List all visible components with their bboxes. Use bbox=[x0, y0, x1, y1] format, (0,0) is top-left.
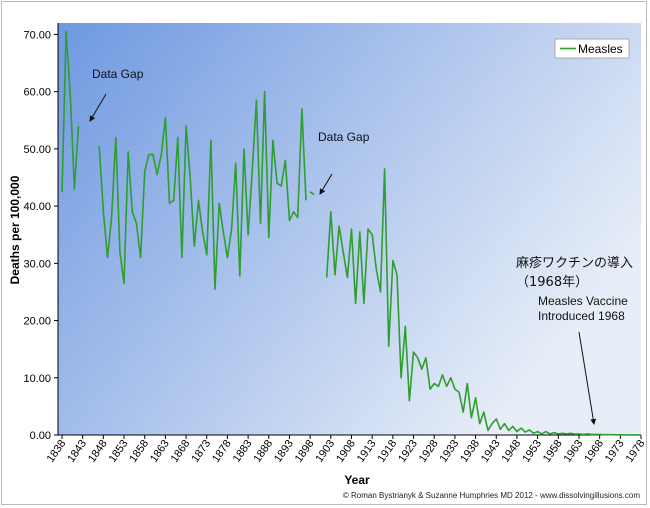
y-tick-label: 0.00 bbox=[30, 430, 51, 442]
annotation-data-gap-2: Data Gap bbox=[318, 130, 370, 195]
x-tick-label: 1918 bbox=[375, 438, 399, 465]
x-tick-label: 1913 bbox=[355, 438, 379, 465]
x-tick-label: 1853 bbox=[107, 438, 131, 465]
x-tick-label: 1843 bbox=[65, 438, 89, 465]
x-tick-label: 1903 bbox=[313, 438, 337, 465]
annotation-vaccine: 麻疹ワクチンの導入 （1968年） Measles Vaccine Introd… bbox=[516, 255, 633, 425]
x-tick-label: 1973 bbox=[603, 438, 627, 465]
x-tick-label: 1938 bbox=[458, 438, 482, 465]
x-tick-label: 1883 bbox=[231, 438, 255, 465]
plot-area bbox=[58, 23, 641, 435]
x-tick-labels: 1838184318481853185818631868187318781883… bbox=[45, 435, 648, 465]
x-tick-label: 1963 bbox=[562, 438, 586, 465]
y-tick-label: 50.00 bbox=[23, 144, 51, 156]
y-tick-label: 40.00 bbox=[23, 201, 51, 213]
x-tick-label: 1958 bbox=[541, 438, 565, 465]
vaccine-jp-line1: 麻疹ワクチンの導入 bbox=[516, 255, 633, 271]
y-tick-labels: 0.00 10.00 20.00 30.00 40.00 50.00 60.00 70.00 bbox=[23, 29, 58, 442]
x-tick-label: 1978 bbox=[624, 438, 648, 465]
data-gap-1-label: Data Gap bbox=[92, 67, 144, 81]
x-tick-label: 1848 bbox=[86, 438, 110, 465]
x-tick-label: 1933 bbox=[437, 438, 461, 465]
x-tick-label: 1943 bbox=[479, 438, 503, 465]
x-tick-label: 1893 bbox=[272, 438, 296, 465]
data-gap-2-label: Data Gap bbox=[318, 130, 370, 144]
x-tick-label: 1928 bbox=[417, 438, 441, 465]
x-tick-label: 1953 bbox=[520, 438, 544, 465]
legend: Measles bbox=[554, 38, 630, 59]
data-gap-1-arrow bbox=[89, 93, 107, 122]
annotation-data-gap-1: Data Gap bbox=[89, 67, 144, 122]
series-measles bbox=[61, 30, 641, 436]
legend-label-measles: Measles bbox=[578, 42, 623, 56]
x-tick-label: 1923 bbox=[396, 438, 420, 465]
legend-box bbox=[554, 38, 630, 59]
vaccine-jp-line2: （1968年） bbox=[516, 275, 588, 290]
x-tick-label: 1968 bbox=[582, 438, 606, 465]
vaccine-en-line2: Introduced 1968 bbox=[538, 309, 625, 323]
x-tick-label: 1888 bbox=[251, 438, 275, 465]
vaccine-en-line1: Measles Vaccine bbox=[538, 294, 628, 308]
y-tick-label: 70.00 bbox=[23, 29, 51, 41]
x-tick-label: 1878 bbox=[210, 438, 234, 465]
x-tick-label: 1873 bbox=[189, 438, 213, 465]
y-axis-title: Deaths per 100,000 bbox=[8, 175, 22, 284]
series-line-segment-4 bbox=[325, 168, 641, 436]
series-line-segment-3 bbox=[309, 191, 315, 196]
x-axis-title: Year bbox=[344, 473, 370, 487]
y-tick-label: 10.00 bbox=[23, 373, 51, 385]
series-line-segment-2 bbox=[98, 90, 307, 290]
x-tick-label: 1868 bbox=[169, 438, 193, 465]
x-tick-label: 1948 bbox=[500, 438, 524, 465]
copyright-credit: © Roman Bystrianyk & Suzanne Humphries M… bbox=[343, 491, 640, 500]
y-tick-label: 30.00 bbox=[23, 258, 51, 270]
x-tick-label: 1863 bbox=[148, 438, 172, 465]
data-gap-2-arrow bbox=[319, 173, 333, 195]
x-tick-label: 1858 bbox=[127, 438, 151, 465]
y-tick-label: 20.00 bbox=[23, 316, 51, 328]
y-tick-label: 60.00 bbox=[23, 87, 51, 99]
x-tick-label: 1908 bbox=[334, 438, 358, 465]
vaccine-arrow bbox=[578, 331, 597, 425]
x-tick-label: 1898 bbox=[293, 438, 317, 465]
series-line-segment-1 bbox=[61, 30, 80, 192]
